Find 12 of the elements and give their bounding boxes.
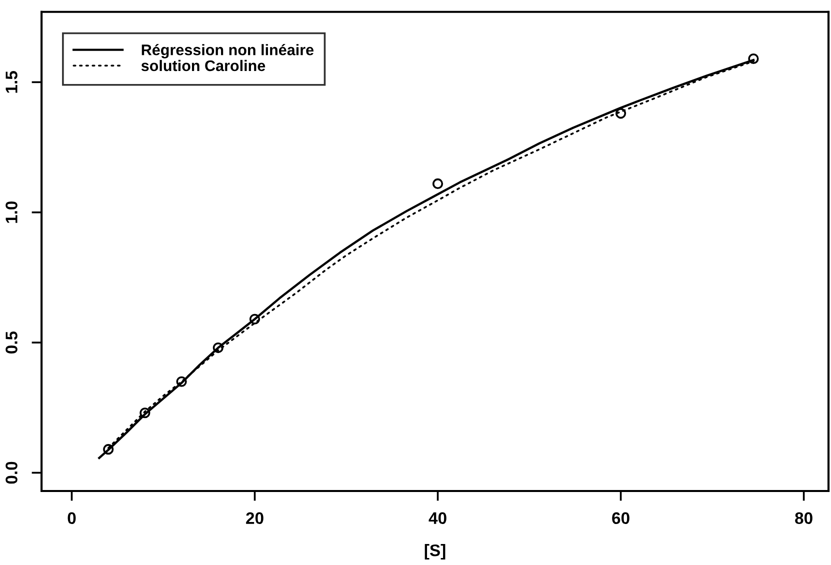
x-tick-label: 60 (612, 512, 630, 524)
y-tick-label: 1.5 (6, 71, 18, 93)
y-tick-label: 0.5 (6, 331, 18, 354)
legend-label: Régression non linéaire (142, 44, 314, 58)
legend-label: solution Caroline (141, 60, 266, 72)
y-tick-label: 0.0 (6, 462, 18, 484)
y-tick-label: 1.0 (6, 201, 18, 223)
x-axis-title: [S] (424, 544, 446, 560)
x-tick-label: 0 (68, 512, 76, 524)
x-tick-label: 80 (795, 512, 812, 524)
x-tick-label: 40 (428, 512, 446, 524)
x-tick-label: 20 (246, 512, 264, 524)
